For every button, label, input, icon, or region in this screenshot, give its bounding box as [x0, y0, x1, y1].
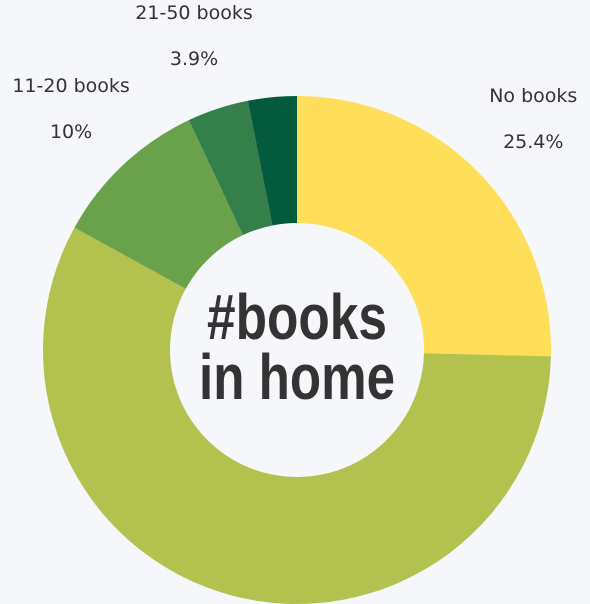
- center-text: in home: [199, 341, 395, 413]
- category-label: No books: [489, 85, 577, 107]
- category-label: 21-50 books: [135, 2, 252, 24]
- donut-hole: [170, 223, 424, 477]
- value-label: 3.9%: [170, 48, 218, 70]
- center-text: #books: [207, 281, 387, 353]
- category-label: 11-20 books: [12, 75, 129, 97]
- value-label: 10%: [50, 121, 92, 143]
- value-label: 25.4%: [503, 131, 563, 153]
